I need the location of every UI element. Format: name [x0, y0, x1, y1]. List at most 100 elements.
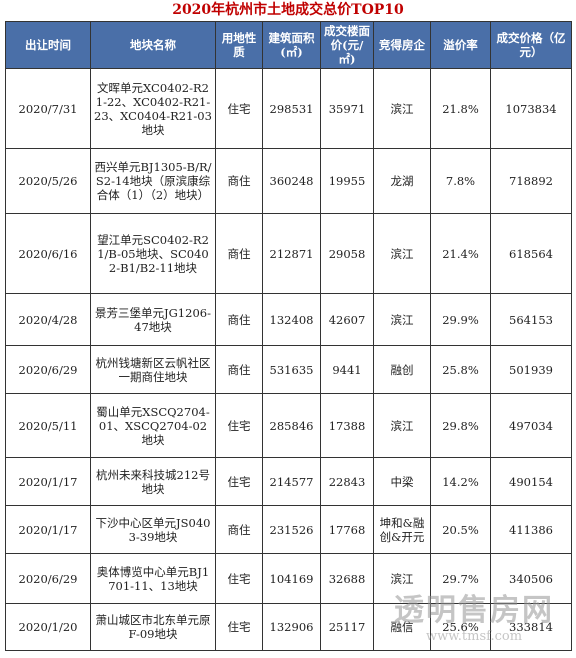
table-cell: 杭州未来科技城212号地块	[90, 457, 216, 506]
table-cell: 2020/5/26	[5, 148, 91, 214]
table-cell: 商住	[215, 505, 263, 554]
table-cell: 住宅	[215, 393, 263, 458]
table-cell: 住宅	[215, 603, 263, 651]
table-cell: 中梁	[373, 457, 431, 506]
table-cell: 住宅	[215, 68, 263, 149]
table-row: 2020/1/17 下沙中心区单元JS0403-39地块 商住 231526 17768…	[5, 505, 572, 554]
table-row: 2020/4/28 景芳三堡单元JG1206-47地块 商住 132408 42607 滨…	[5, 293, 572, 346]
table-cell: 景芳三堡单元JG1206-47地块	[90, 293, 216, 346]
table-cell: 萧山城区市北东单元原F-09地块	[90, 603, 216, 651]
table-cell: 21.8%	[430, 68, 491, 149]
table-cell: 商住	[215, 293, 263, 346]
ranking-table: 出让时间 地块名称 用地性质 建筑面积(㎡) 成交楼面价(元/㎡) 竞得房企 溢价率 成交价格…	[5, 21, 572, 651]
header-cell: 出让时间	[5, 21, 91, 69]
table-cell: 19955	[320, 148, 374, 214]
table-cell: 25.8%	[430, 345, 491, 394]
table-cell: 2020/1/17	[5, 457, 91, 506]
table-cell: 2020/5/11	[5, 393, 91, 458]
table-cell: 坤和&融创&开元	[373, 505, 431, 554]
table-cell: 17768	[320, 505, 374, 554]
table-cell: 17388	[320, 393, 374, 458]
table-cell: 商住	[215, 213, 263, 294]
table-cell: 564153	[490, 293, 572, 346]
table-cell: 滨江	[373, 293, 431, 346]
table-cell: 231526	[262, 505, 321, 554]
table-row: 2020/6/29 奥体博览中心单元BJ1701-11、13地块 住宅 104169 3…	[5, 553, 572, 604]
table-cell: 298531	[262, 68, 321, 149]
table-row: 2020/1/20 萧山城区市北东单元原F-09地块 住宅 132906 25117 融信…	[5, 603, 572, 651]
table-cell: 29.9%	[430, 293, 491, 346]
table-cell: 商住	[215, 148, 263, 214]
table-cell: 商住	[215, 345, 263, 394]
table-cell: 25.6%	[430, 603, 491, 651]
table-cell: 20.5%	[430, 505, 491, 554]
table-cell: 杭州钱塘新区云帆社区一期商住地块	[90, 345, 216, 394]
table-cell: 住宅	[215, 553, 263, 604]
table-title: 2020年杭州市土地成交总价TOP10	[172, 2, 404, 18]
table-cell: 618564	[490, 213, 572, 294]
table-cell: 龙湖	[373, 148, 431, 214]
table-cell: 285846	[262, 393, 321, 458]
header-cell: 地块名称	[90, 21, 216, 69]
header-row: 出让时间 地块名称 用地性质 建筑面积(㎡) 成交楼面价(元/㎡) 竞得房企 溢价率 成交价格…	[5, 21, 572, 69]
table-cell: 奥体博览中心单元BJ1701-11、13地块	[90, 553, 216, 604]
table-cell: 333814	[490, 603, 572, 651]
table-cell: 2020/1/17	[5, 505, 91, 554]
header-cell: 用地性质	[215, 21, 263, 69]
table-cell: 29.8%	[430, 393, 491, 458]
table-cell: 住宅	[215, 457, 263, 506]
table-cell: 21.4%	[430, 213, 491, 294]
table-cell: 104169	[262, 553, 321, 604]
table-cell: 2020/1/20	[5, 603, 91, 651]
table-row: 2020/5/11 蜀山单元XSCQ2704-01、XSCQ2704-02地块 住宅…	[5, 393, 572, 458]
table-row: 2020/1/17 杭州未来科技城212号地块 住宅 214577 22843 中梁 14.…	[5, 457, 572, 506]
table-cell: 411386	[490, 505, 572, 554]
table-cell: 42607	[320, 293, 374, 346]
table-row: 2020/7/31 文晖单元XC0402-R21-22、XC0402-R21-23…	[5, 68, 572, 149]
table-cell: 2020/6/29	[5, 345, 91, 394]
table-cell: 融创	[373, 345, 431, 394]
table-cell: 531635	[262, 345, 321, 394]
header-cell: 溢价率	[430, 21, 491, 69]
table-cell: 7.8%	[430, 148, 491, 214]
table-body: 2020/7/31 文晖单元XC0402-R21-22、XC0402-R21-23…	[5, 68, 572, 651]
table-cell: 22843	[320, 457, 374, 506]
table-cell: 718892	[490, 148, 572, 214]
table-row: 2020/6/16 望江单元SC0402-R21/B-05地块、SC0402-B1…	[5, 213, 572, 294]
table-row: 2020/6/29 杭州钱塘新区云帆社区一期商住地块 商住 531635 9441 融创 2…	[5, 345, 572, 394]
table-row: 2020/5/26 西兴单元BJ1305-B/R/S2-14地块（原滨康综合体（1…	[5, 148, 572, 214]
table-cell: 2020/6/29	[5, 553, 91, 604]
table-cell: 2020/7/31	[5, 68, 91, 149]
header-cell: 成交楼面价(元/㎡)	[320, 21, 374, 69]
table-cell: 下沙中心区单元JS0403-39地块	[90, 505, 216, 554]
table-cell: 文晖单元XC0402-R21-22、XC0402-R21-23、XC0404-R…	[90, 68, 216, 149]
table-cell: 融信	[373, 603, 431, 651]
table-cell: 25117	[320, 603, 374, 651]
header-cell: 竞得房企	[373, 21, 431, 69]
header-cell: 成交价格（亿元）	[490, 21, 572, 69]
table-cell: 9441	[320, 345, 374, 394]
table-cell: 340506	[490, 553, 572, 604]
table-cell: 501939	[490, 345, 572, 394]
table-cell: 497034	[490, 393, 572, 458]
table-cell: 14.2%	[430, 457, 491, 506]
table-cell: 滨江	[373, 68, 431, 149]
table-cell: 132906	[262, 603, 321, 651]
table-cell: 360248	[262, 148, 321, 214]
table-cell: 滨江	[373, 393, 431, 458]
table-cell: 蜀山单元XSCQ2704-01、XSCQ2704-02地块	[90, 393, 216, 458]
table-cell: 1073834	[490, 68, 572, 149]
table-cell: 29.7%	[430, 553, 491, 604]
table-cell: 214577	[262, 457, 321, 506]
table-cell: 29058	[320, 213, 374, 294]
table-cell: 212871	[262, 213, 321, 294]
table-cell: 32688	[320, 553, 374, 604]
table-cell: 望江单元SC0402-R21/B-05地块、SC0402-B1/B2-11地块	[90, 213, 216, 294]
header-cell: 建筑面积(㎡)	[262, 21, 321, 69]
table-cell: 滨江	[373, 213, 431, 294]
table-cell: 2020/6/16	[5, 213, 91, 294]
table-cell: 132408	[262, 293, 321, 346]
table-cell: 35971	[320, 68, 374, 149]
table-cell: 西兴单元BJ1305-B/R/S2-14地块（原滨康综合体（1）（2）地块）	[90, 148, 216, 214]
